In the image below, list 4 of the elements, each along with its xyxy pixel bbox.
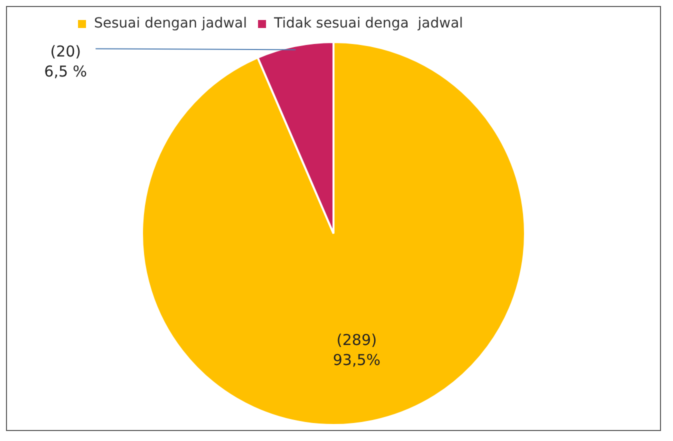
legend-label: Sesuai dengan jadwal	[94, 16, 248, 32]
data-label: (20) 6,5 %	[44, 42, 88, 81]
legend-label: Tidak sesuai denga jadwal	[273, 16, 464, 32]
data-label: (289) 93,5%	[332, 330, 381, 369]
